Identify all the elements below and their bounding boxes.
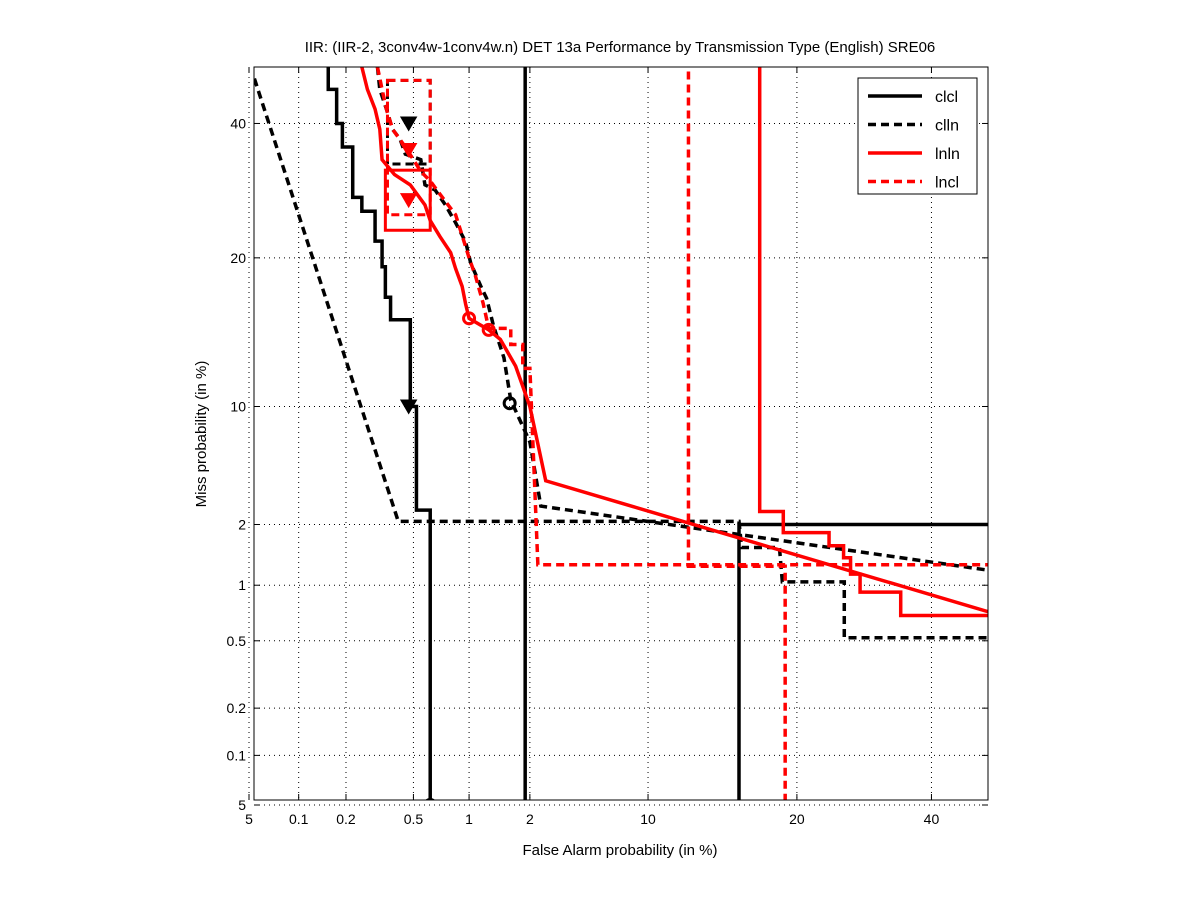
det-curve-clcl — [326, 67, 988, 800]
det-curve-lncl — [375, 67, 988, 800]
legend-label-lnln: lnln — [935, 146, 960, 163]
det-curve-lnln — [360, 67, 988, 618]
min-dcf-marker-lnln — [462, 311, 477, 326]
actual-dcf-marker-clln — [399, 116, 418, 132]
x-tick-label: 5 — [245, 811, 253, 827]
x-tick-label: 2 — [526, 811, 534, 827]
y-tick-label: 5 — [238, 797, 246, 813]
chart-title: IIR: (IIR-2, 3conv4w-1conv4w.n) DET 13a … — [305, 39, 936, 56]
min-dcf-marker-clln — [502, 396, 517, 411]
x-tick-label: 10 — [640, 811, 656, 827]
confidence-box-lncl — [385, 78, 432, 217]
x-tick-label: 0.5 — [404, 811, 424, 827]
det-curves — [254, 67, 988, 800]
grid-lines — [248, 67, 988, 806]
y-tick-label: 0.2 — [227, 700, 247, 716]
axis-ticks: 0.1 0.2 0.5 1 2 5 10 20 40 0.1 0.2 0.5 1 2 5 10 20 40 — [227, 67, 988, 827]
x-tick-label: 0.1 — [289, 811, 309, 827]
y-tick-label: 10 — [230, 399, 246, 415]
x-tick-label: 40 — [924, 811, 940, 827]
legend-label-clcl: clcl — [935, 89, 958, 106]
y-tick-label: 0.1 — [227, 747, 247, 763]
x-tick-label: 20 — [789, 811, 805, 827]
min-dcf-marker-lncl — [481, 322, 496, 337]
y-axis-label: Miss probability (in %) — [193, 361, 210, 508]
x-tick-label: 0.2 — [336, 811, 356, 827]
x-axis-label: False Alarm probability (in %) — [522, 842, 717, 859]
y-tick-label: 40 — [230, 115, 246, 131]
x-tick-label: 1 — [465, 811, 473, 827]
y-tick-label: 20 — [230, 250, 246, 266]
legend-label-lncl: lncl — [935, 175, 959, 192]
legend: clcl clln lnln lncl — [857, 77, 978, 195]
y-tick-label: 1 — [238, 577, 246, 593]
plot-frame — [253, 66, 989, 801]
actual-dcf-marker-clcl — [399, 399, 418, 415]
legend-label-clln: clln — [935, 118, 959, 135]
y-tick-label: 0.5 — [227, 633, 247, 649]
actual-dcf-marker-lnln — [399, 193, 418, 209]
actual-dcf-marker-lncl — [399, 142, 418, 158]
y-tick-label: 2 — [238, 516, 246, 532]
